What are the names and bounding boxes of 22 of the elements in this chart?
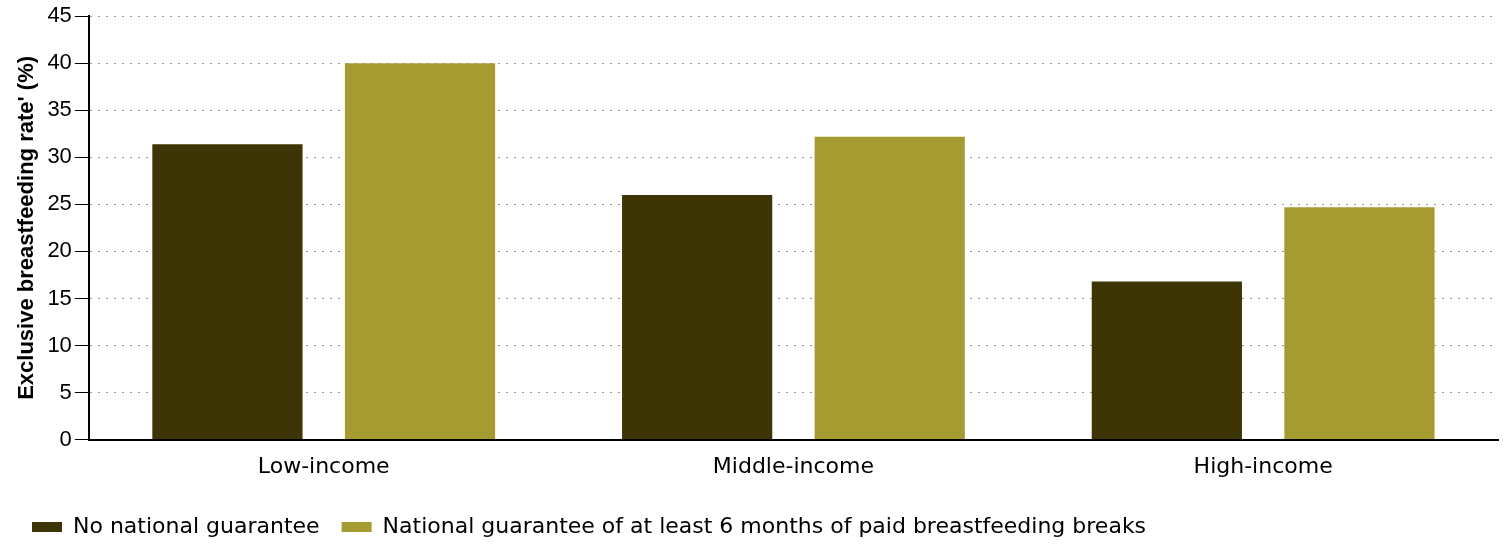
y-axis-title: Exclusive breastfeeding rate' (%) — [13, 55, 39, 400]
legend-label: National guarantee of at least 6 months of paid breastfeeding breaks — [382, 512, 1147, 538]
y-tick-label: 10 — [47, 331, 72, 357]
x-tick-label: High-income — [1193, 452, 1333, 478]
bar — [1284, 207, 1435, 440]
y-tick-label: 5 — [59, 378, 72, 404]
bar — [814, 136, 965, 440]
bar — [622, 194, 773, 440]
bar — [1091, 281, 1242, 440]
x-tick-label: Middle-income — [712, 452, 875, 478]
y-tick-label: 45 — [47, 2, 72, 28]
bar — [152, 144, 303, 440]
y-tick-label: 30 — [47, 143, 72, 169]
x-tick-label: Low-income — [257, 452, 390, 478]
y-tick-label: 35 — [47, 96, 72, 122]
y-tick-label: 40 — [47, 49, 72, 75]
bar — [344, 63, 496, 440]
y-tick-label: 0 — [59, 425, 72, 451]
legend-label: No national guarantee — [73, 512, 320, 538]
y-tick-label: 25 — [47, 190, 72, 216]
y-tick-label: 20 — [47, 237, 72, 263]
y-tick-label: 15 — [47, 284, 72, 310]
